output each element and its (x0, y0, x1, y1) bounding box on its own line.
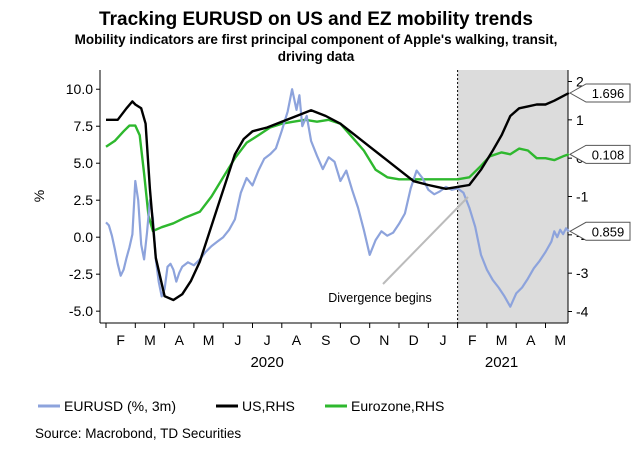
legend-item-2: Eurozone,RHS (325, 398, 444, 414)
end-value-label-1: 1.696 (592, 86, 625, 101)
end-value-callout-2 (568, 144, 631, 164)
x-month-label: J (234, 332, 241, 348)
chart-title: Tracking EURUSD on US and EZ mobility tr… (99, 9, 533, 30)
source-note: Source: Macrobond, TD Securities (35, 426, 241, 441)
chart-subtitle-line1: Mobility indicators are first principal … (75, 32, 558, 47)
legend-label-1: US,RHS (242, 398, 295, 414)
x-month-label: S (321, 332, 330, 348)
left-tick-label: -2.5 (69, 266, 93, 282)
end-value-callout-1 (568, 83, 631, 103)
annotation-text: Divergence begins (328, 291, 432, 305)
x-month-label: M (554, 332, 566, 348)
left-tick-label: -5.0 (69, 303, 93, 319)
x-month-label: F (468, 332, 477, 348)
right-tick-label: 2 (576, 74, 584, 90)
right-tick-label: -4 (576, 304, 589, 320)
end-value-callout-0 (568, 221, 631, 241)
x-month-label: A (526, 332, 536, 348)
x-month-label: M (496, 332, 508, 348)
end-value-label-0: 0.859 (592, 224, 625, 239)
end-value-label-2: 0.108 (592, 147, 625, 162)
y-axis-label: % (31, 190, 47, 202)
x-year-label-2021: 2021 (485, 354, 518, 371)
x-month-label: J (439, 332, 446, 348)
left-tick-label: 10.0 (66, 81, 93, 97)
x-month-label: F (116, 332, 125, 348)
x-month-label: D (409, 332, 419, 348)
left-tick-label: 5.0 (74, 155, 94, 171)
x-month-label: N (379, 332, 389, 348)
x-month-label: A (175, 332, 185, 348)
left-tick-label: 7.5 (74, 118, 94, 134)
right-tick-label: 1 (576, 112, 584, 128)
x-month-label: M (203, 332, 215, 348)
shaded-region (457, 70, 568, 323)
right-tick-label: -1 (576, 189, 589, 205)
left-tick-label: 2.5 (74, 192, 94, 208)
right-tick-label: -3 (576, 265, 589, 281)
chart-subtitle-line2: driving data (278, 49, 355, 64)
legend-item-1: US,RHS (216, 398, 295, 414)
left-tick-label: 0.0 (74, 229, 94, 245)
x-year-label-2020: 2020 (250, 354, 283, 371)
legend-item-0: EURUSD (%, 3m) (38, 398, 176, 414)
legend-label-2: Eurozone,RHS (351, 398, 444, 414)
series-line-2 (105, 118, 570, 233)
series-line-1 (106, 91, 570, 302)
x-month-label: M (144, 332, 156, 348)
x-month-label: A (292, 332, 302, 348)
annotation-arrow (382, 196, 469, 285)
x-month-label: J (264, 332, 271, 348)
x-month-label: O (350, 332, 361, 348)
legend-label-0: EURUSD (%, 3m) (64, 398, 176, 414)
